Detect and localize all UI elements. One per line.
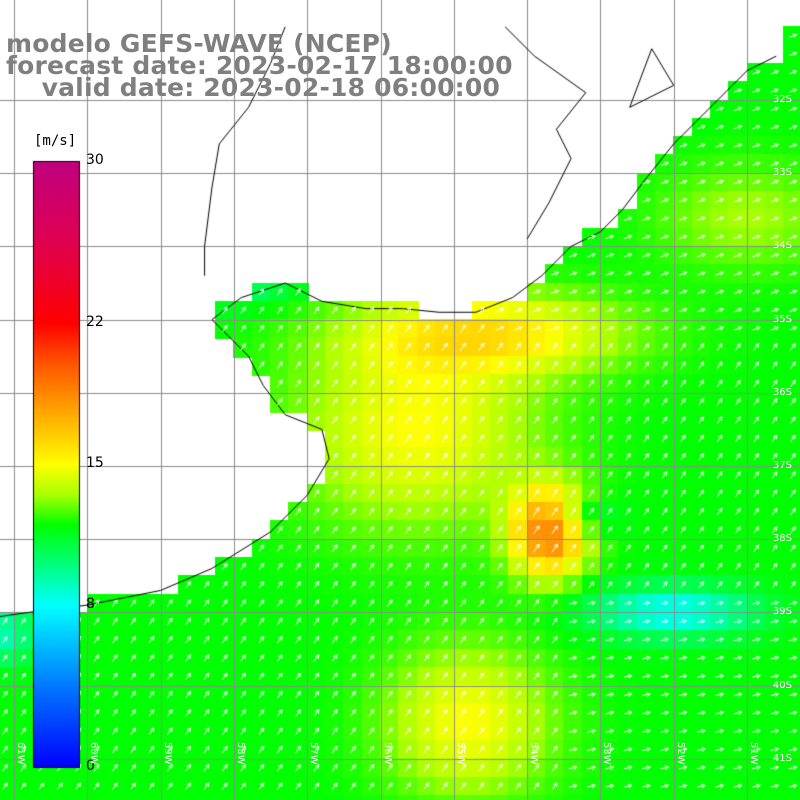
lat-label: 33S bbox=[772, 167, 792, 179]
title-valid-date: valid date: 2023-02-18 06:00:00 bbox=[6, 73, 501, 102]
lon-label: 52W bbox=[674, 742, 686, 765]
lat-label: 39S bbox=[772, 606, 792, 618]
colorbar-tick: 15 bbox=[86, 455, 104, 471]
lat-label: 41S bbox=[772, 752, 792, 764]
lat-label: 32S bbox=[772, 94, 792, 105]
lon-label: 61W bbox=[15, 742, 26, 765]
colorbar-tick: 0 bbox=[86, 758, 95, 774]
lat-label: 36S bbox=[772, 386, 792, 398]
lon-label: 59W bbox=[161, 742, 173, 765]
lon-label: 58W bbox=[234, 742, 246, 765]
title-forecast-date: forecast date: 2023-02-17 18:00:00 bbox=[6, 51, 513, 80]
colorbar-tick: 30 bbox=[86, 152, 104, 168]
lon-label: 51W bbox=[748, 742, 759, 765]
lat-label: 37S bbox=[772, 460, 792, 471]
lat-label: 35S bbox=[772, 313, 792, 325]
lon-label: 56W bbox=[381, 742, 393, 765]
lat-label: 38S bbox=[772, 533, 792, 545]
lon-label: 54W bbox=[528, 742, 540, 765]
lat-label: 40S bbox=[772, 679, 792, 691]
lat-label: 34S bbox=[772, 240, 792, 252]
lon-label: 57W bbox=[308, 742, 320, 765]
lon-label: 55W bbox=[454, 742, 466, 765]
lon-label: 60W bbox=[88, 742, 100, 765]
colorbar-tick: 22 bbox=[86, 313, 104, 330]
title-model: modelo GEFS-WAVE (NCEP) bbox=[6, 29, 392, 58]
lon-label: 53W bbox=[601, 742, 613, 765]
colorbar-unit: [m/s] bbox=[34, 133, 77, 149]
colorbar-tick: 8 bbox=[86, 596, 95, 613]
